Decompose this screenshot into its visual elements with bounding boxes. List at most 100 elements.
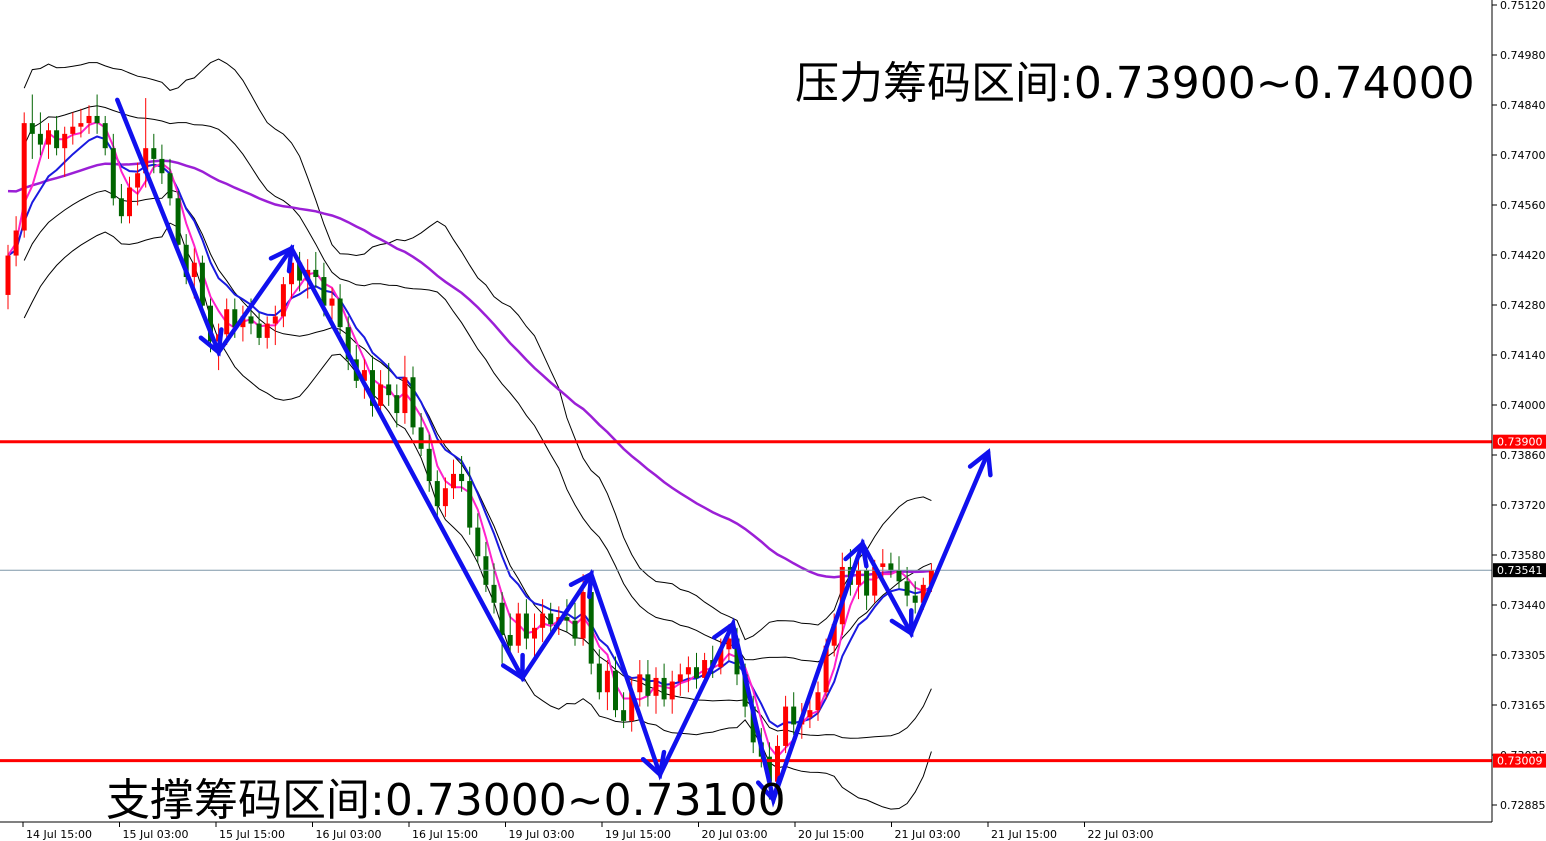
- candle-body: [499, 602, 505, 635]
- candle: [54, 115, 60, 156]
- candle-body: [434, 481, 440, 507]
- candle: [46, 123, 51, 159]
- candle-body: [78, 123, 84, 127]
- candle-body: [135, 173, 141, 188]
- candle-body: [807, 710, 813, 718]
- level-price-tag: [1493, 753, 1546, 768]
- candle: [402, 355, 408, 424]
- candle-body: [62, 133, 68, 149]
- candle-body: [442, 488, 448, 507]
- bollinger-upper-outer: [23, 58, 932, 641]
- candle-body: [329, 298, 335, 306]
- price-tick-label: 0.72885: [1500, 799, 1546, 812]
- candle: [621, 692, 627, 729]
- price-tick-label: 0.74000: [1500, 399, 1546, 412]
- candle: [21, 112, 27, 238]
- candle: [78, 108, 84, 138]
- candle: [677, 663, 683, 696]
- candle-body: [175, 198, 181, 245]
- candle-body: [70, 126, 76, 134]
- candle-body: [159, 158, 165, 174]
- candle-body: [232, 309, 238, 328]
- candle: [378, 370, 384, 414]
- zigzag-arrowhead: [889, 608, 914, 638]
- candle: [532, 613, 537, 657]
- candle-body: [337, 298, 343, 328]
- candle: [118, 183, 124, 224]
- candle-body: [928, 570, 934, 585]
- candle-body: [621, 710, 627, 721]
- candle-body: [912, 595, 918, 603]
- candle-body: [224, 309, 230, 335]
- candle-body: [264, 323, 270, 338]
- candle-body: [167, 173, 173, 199]
- price-tags: 0.73900 0.73009 0.73541: [1493, 434, 1546, 768]
- candle-body: [54, 130, 60, 149]
- candle: [94, 94, 100, 134]
- candle-body: [653, 677, 659, 696]
- candle: [280, 277, 286, 328]
- candle-body: [564, 617, 570, 621]
- zigzag-arrowhead: [268, 244, 295, 274]
- candle: [515, 602, 521, 653]
- time-tick-label: 20 Jul 15:00: [798, 828, 864, 841]
- zigzag-arrowhead: [967, 448, 993, 478]
- candle-body: [272, 316, 278, 324]
- candle-body: [370, 370, 375, 406]
- candle: [256, 312, 262, 346]
- zigzag-layer: [115, 97, 993, 808]
- candle: [637, 660, 643, 707]
- candle: [29, 94, 35, 159]
- support-annotation: 支撑筹码区间:0.73000~0.73100: [106, 775, 786, 826]
- candle: [475, 513, 481, 564]
- candle-body: [661, 677, 667, 700]
- candle: [70, 112, 76, 145]
- candle-body: [248, 316, 254, 324]
- candle: [451, 459, 456, 499]
- candle-body: [864, 570, 870, 596]
- time-tick-label: 16 Jul 03:00: [316, 828, 382, 841]
- candle-body: [345, 327, 351, 360]
- candle-body: [726, 638, 732, 650]
- candle-body: [143, 148, 149, 174]
- level-price-tag-label: 0.73900: [1497, 436, 1543, 449]
- candle-body: [289, 262, 294, 285]
- candle: [102, 115, 108, 156]
- candle: [37, 112, 43, 156]
- candle-body: [5, 255, 11, 295]
- candle-body: [734, 638, 740, 675]
- candle-body: [823, 645, 829, 693]
- candle-body: [766, 756, 772, 782]
- zigzag-arrowhead: [568, 570, 594, 600]
- candle-body: [580, 592, 586, 639]
- candle-body: [685, 667, 691, 675]
- candle-body: [467, 481, 473, 528]
- candle-body: [37, 133, 43, 145]
- candle: [661, 663, 667, 707]
- candle-body: [694, 667, 699, 678]
- time-tick-label: 15 Jul 15:00: [219, 828, 285, 841]
- time-tick-label: 21 Jul 15:00: [991, 828, 1057, 841]
- candle: [345, 316, 351, 371]
- candle: [499, 592, 505, 664]
- level-price-tag: [1493, 434, 1546, 449]
- candle: [523, 599, 529, 650]
- candle-body: [856, 570, 861, 585]
- candle-body: [742, 674, 748, 707]
- candle-body: [677, 674, 683, 682]
- candle: [856, 559, 861, 600]
- candle: [151, 133, 157, 174]
- candle: [337, 284, 343, 335]
- candle-body: [645, 674, 651, 696]
- candle-body: [297, 262, 303, 281]
- candle-body: [775, 745, 780, 782]
- candle: [394, 384, 400, 428]
- candle-body: [418, 427, 424, 449]
- price-tick-label: 0.73720: [1500, 499, 1546, 512]
- candle-body: [127, 187, 132, 217]
- candle: [86, 105, 92, 134]
- candle: [175, 191, 181, 256]
- candle: [815, 681, 821, 721]
- candle-body: [313, 269, 319, 278]
- candle: [159, 144, 165, 184]
